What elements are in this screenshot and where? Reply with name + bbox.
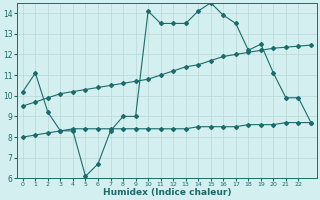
X-axis label: Humidex (Indice chaleur): Humidex (Indice chaleur) bbox=[103, 188, 231, 197]
